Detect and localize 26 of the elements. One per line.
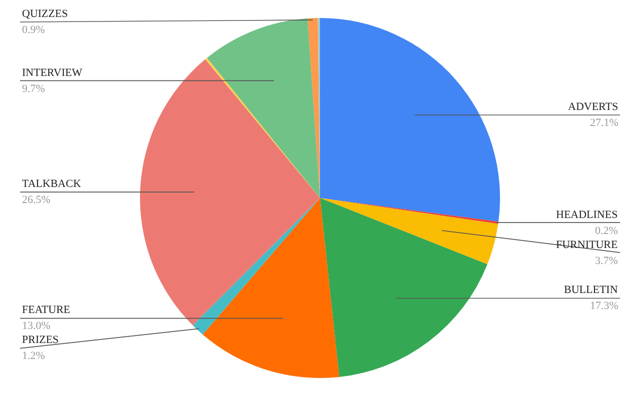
pie-slice — [320, 198, 488, 377]
pie-slice — [320, 198, 498, 264]
data-label: 9.7% — [22, 83, 45, 95]
slice-label: HEADLINES — [556, 209, 618, 221]
data-label: 0.9% — [22, 24, 45, 36]
data-label: 0.2% — [595, 225, 618, 237]
slice-label: INTERVIEW — [22, 67, 83, 79]
slice-label: ADVERTS — [568, 101, 618, 113]
slice-label: FEATURE — [22, 304, 71, 316]
slice-label: PRIZES — [22, 334, 59, 346]
data-label: 26.5% — [22, 194, 50, 206]
data-label: 17.3% — [590, 300, 618, 312]
slice-label: FURNITURE — [556, 239, 618, 251]
pie-slice — [140, 59, 320, 326]
pie-slice — [320, 198, 498, 224]
pie-slice — [320, 18, 500, 222]
data-label: 13.0% — [22, 320, 50, 332]
data-label: 1.2% — [22, 350, 45, 362]
slice-label: BULLETIN — [564, 284, 618, 296]
slice-label: QUIZZES — [22, 8, 68, 20]
data-label: 27.1% — [590, 117, 618, 129]
data-label: 3.7% — [595, 255, 618, 267]
pie-slice — [207, 18, 320, 198]
slice-label: TALKBACK — [22, 178, 82, 190]
pie-slice — [205, 58, 320, 198]
pie-slice — [202, 198, 340, 378]
